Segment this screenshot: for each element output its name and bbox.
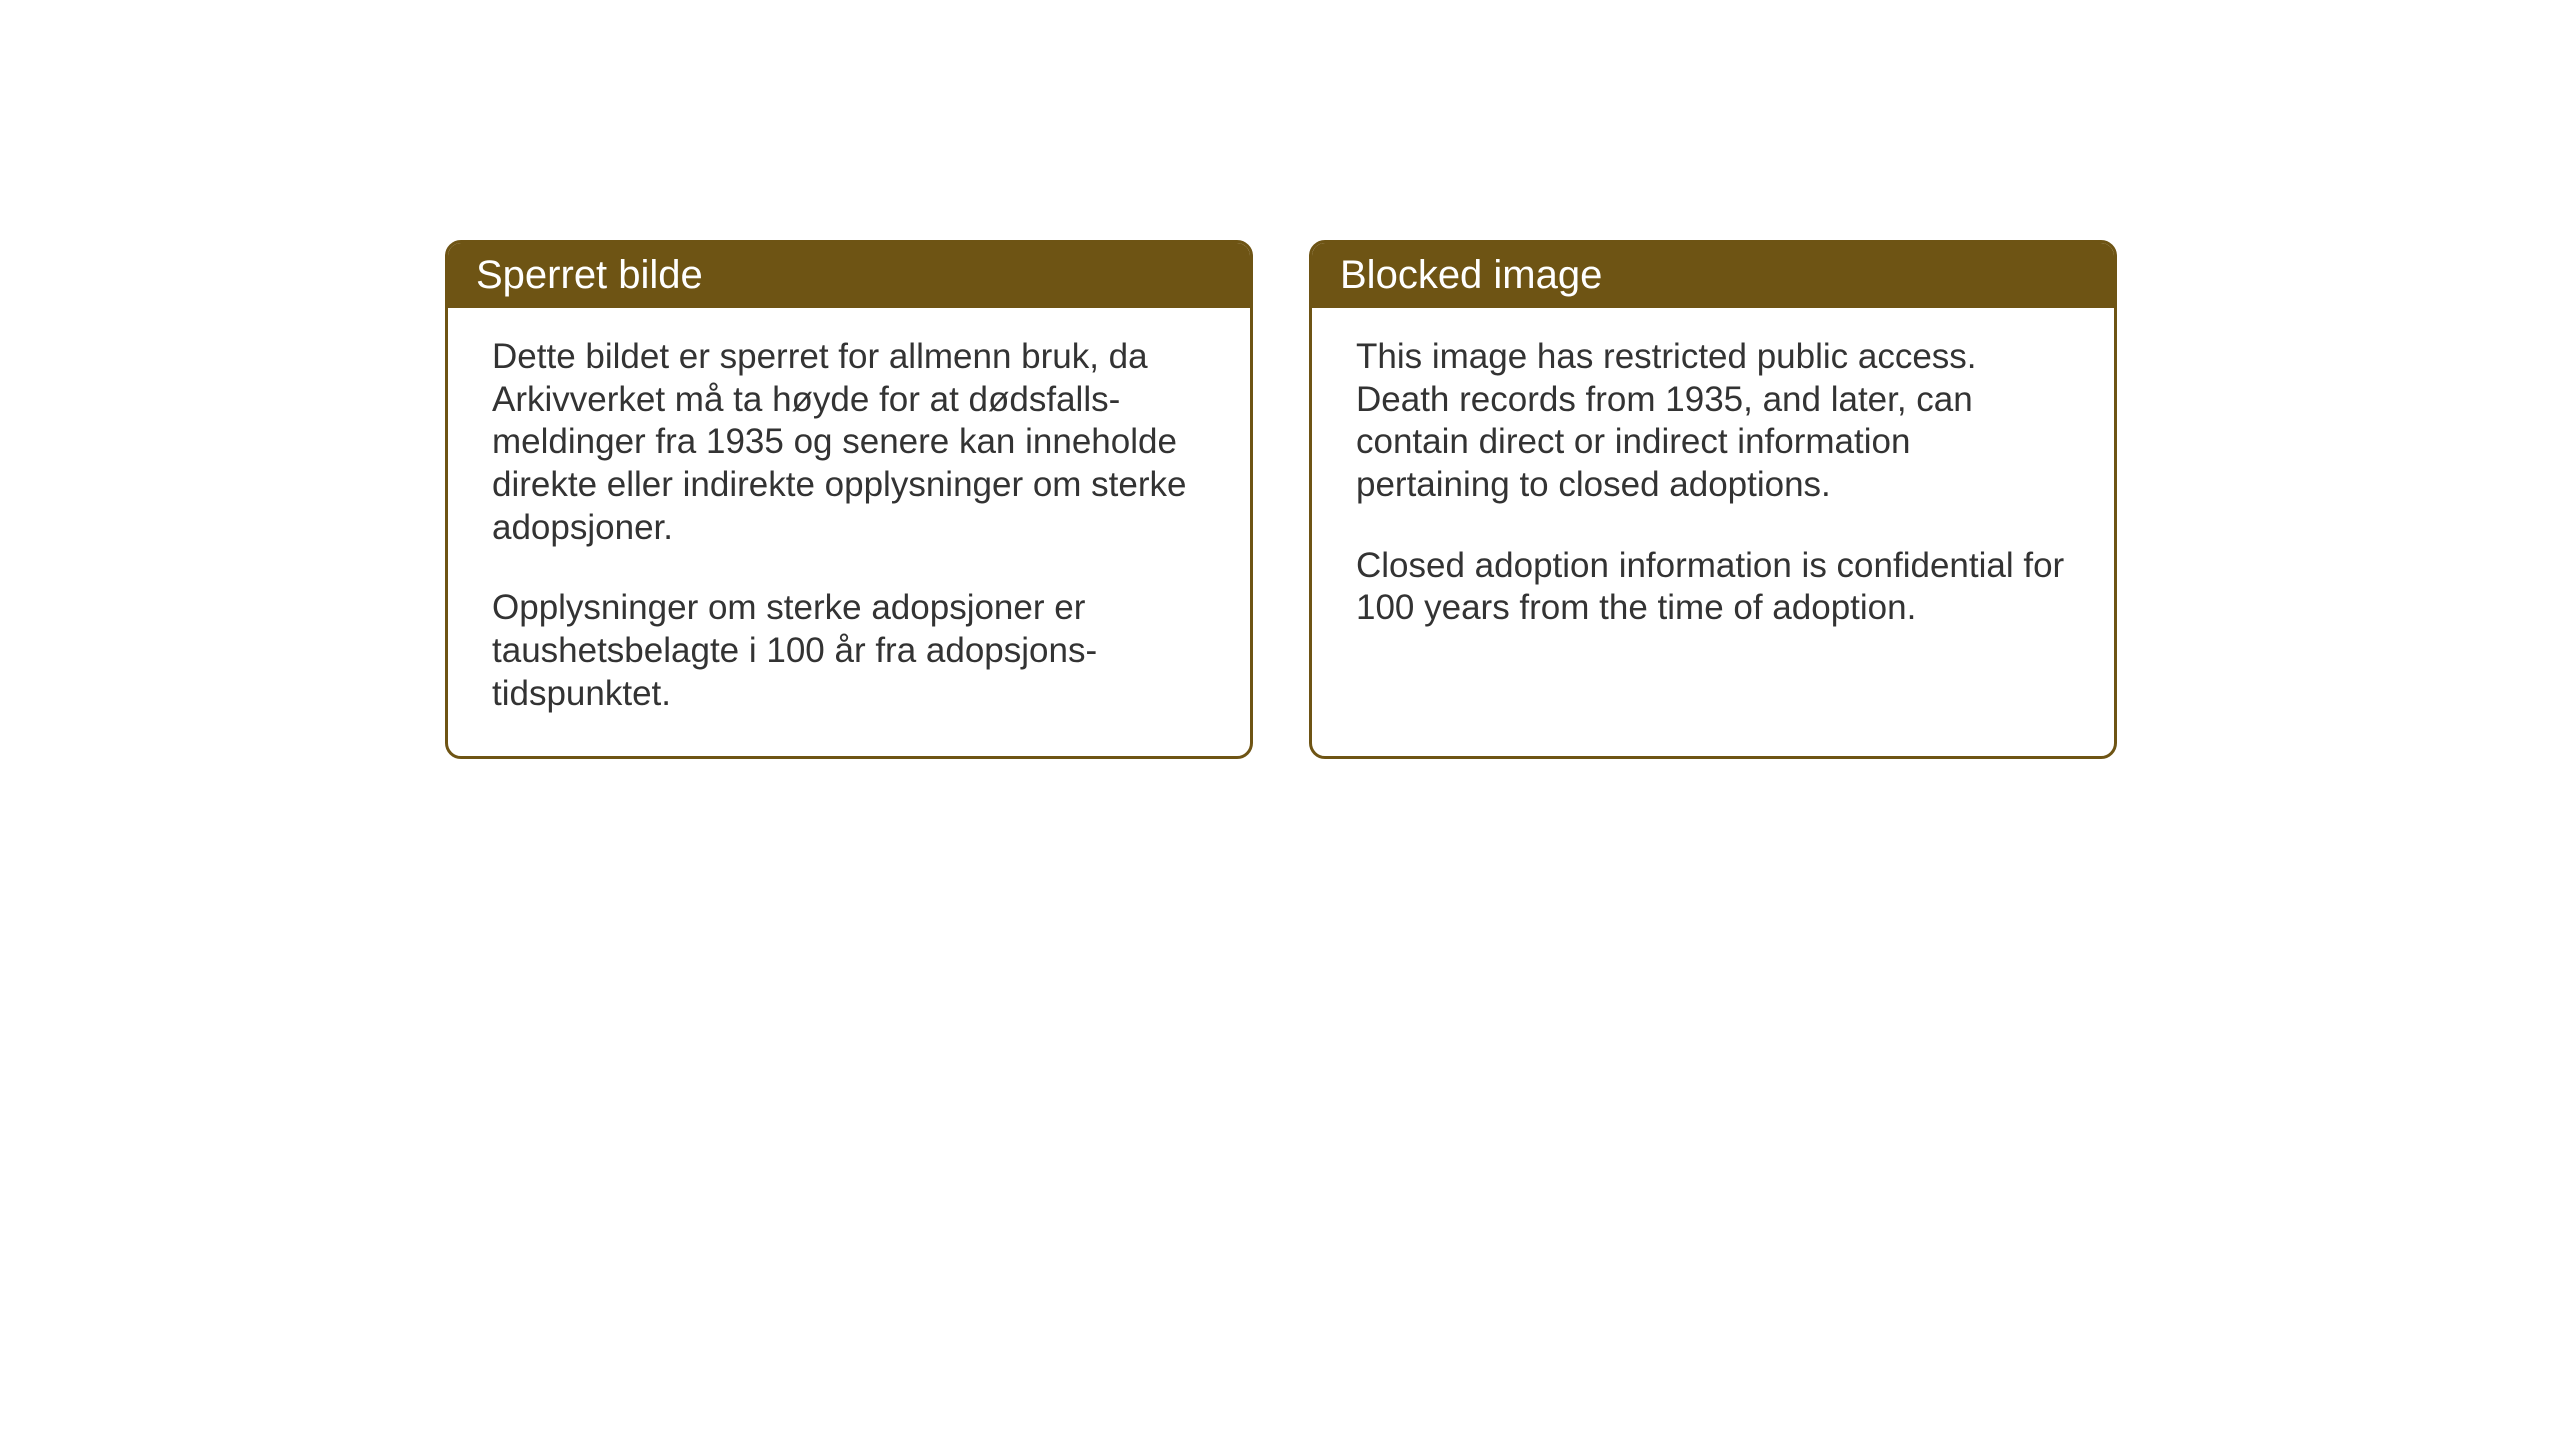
notices-container: Sperret bilde Dette bildet er sperret fo… (445, 240, 2117, 759)
notice-body-english: This image has restricted public access.… (1312, 308, 2114, 670)
notice-body-norwegian: Dette bildet er sperret for allmenn bruk… (448, 308, 1250, 756)
header-title-norwegian: Sperret bilde (476, 253, 703, 297)
paragraph-1-english: This image has restricted public access.… (1356, 336, 2070, 507)
paragraph-2-english: Closed adoption information is confident… (1356, 545, 2070, 630)
notice-box-english: Blocked image This image has restricted … (1309, 240, 2117, 759)
paragraph-2-norwegian: Opplysninger om sterke adopsjoner er tau… (492, 587, 1206, 715)
notice-box-norwegian: Sperret bilde Dette bildet er sperret fo… (445, 240, 1253, 759)
paragraph-1-norwegian: Dette bildet er sperret for allmenn bruk… (492, 336, 1206, 549)
notice-header-english: Blocked image (1312, 243, 2114, 308)
notice-header-norwegian: Sperret bilde (448, 243, 1250, 308)
header-title-english: Blocked image (1340, 253, 1602, 297)
